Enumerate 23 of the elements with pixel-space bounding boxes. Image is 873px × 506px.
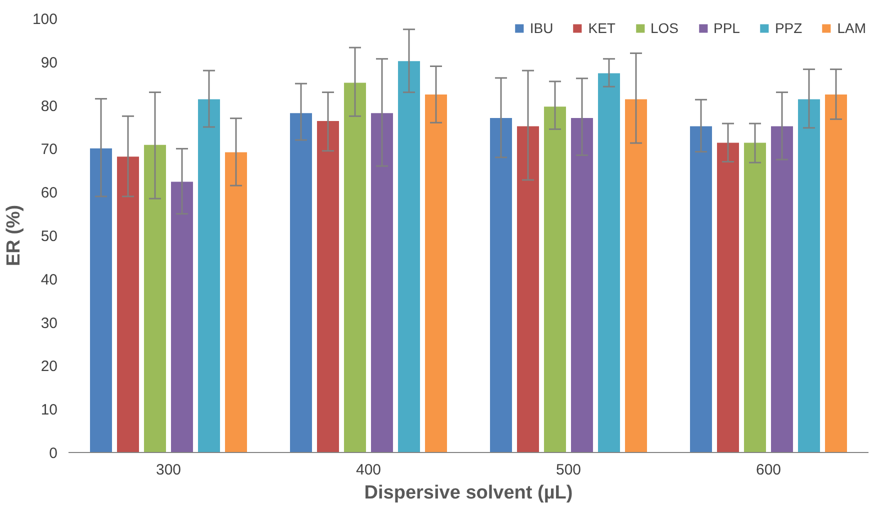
y-axis-title: ER (%)	[3, 204, 24, 266]
y-tick-label: 30	[40, 314, 58, 332]
y-tick-label: 80	[40, 98, 58, 115]
y-tick-label: 100	[32, 11, 58, 28]
y-tick-label: 60	[40, 184, 58, 202]
legend-label: IBU	[530, 20, 554, 36]
y-tick-label: 90	[40, 54, 58, 72]
legend-label: KET	[588, 20, 616, 36]
legend-label: PPZ	[774, 20, 802, 36]
y-tick-label: 10	[40, 402, 58, 419]
y-tick-label: 40	[40, 271, 58, 288]
legend-label: LOS	[650, 20, 678, 36]
legend-label: PPL	[714, 20, 740, 36]
y-tick-label: 20	[40, 358, 58, 376]
legend-label: LAM	[837, 20, 866, 36]
x-tick-label: 300	[156, 462, 182, 478]
y-tick-label: 50	[40, 228, 58, 245]
x-tick-label: 500	[556, 462, 582, 478]
x-axis-title: Dispersive solvent (µL)	[364, 482, 573, 504]
y-tick-label: 0	[49, 445, 58, 462]
y-tick-label: 70	[40, 141, 58, 158]
x-tick-label: 600	[756, 462, 782, 478]
x-tick-label: 400	[356, 462, 382, 478]
